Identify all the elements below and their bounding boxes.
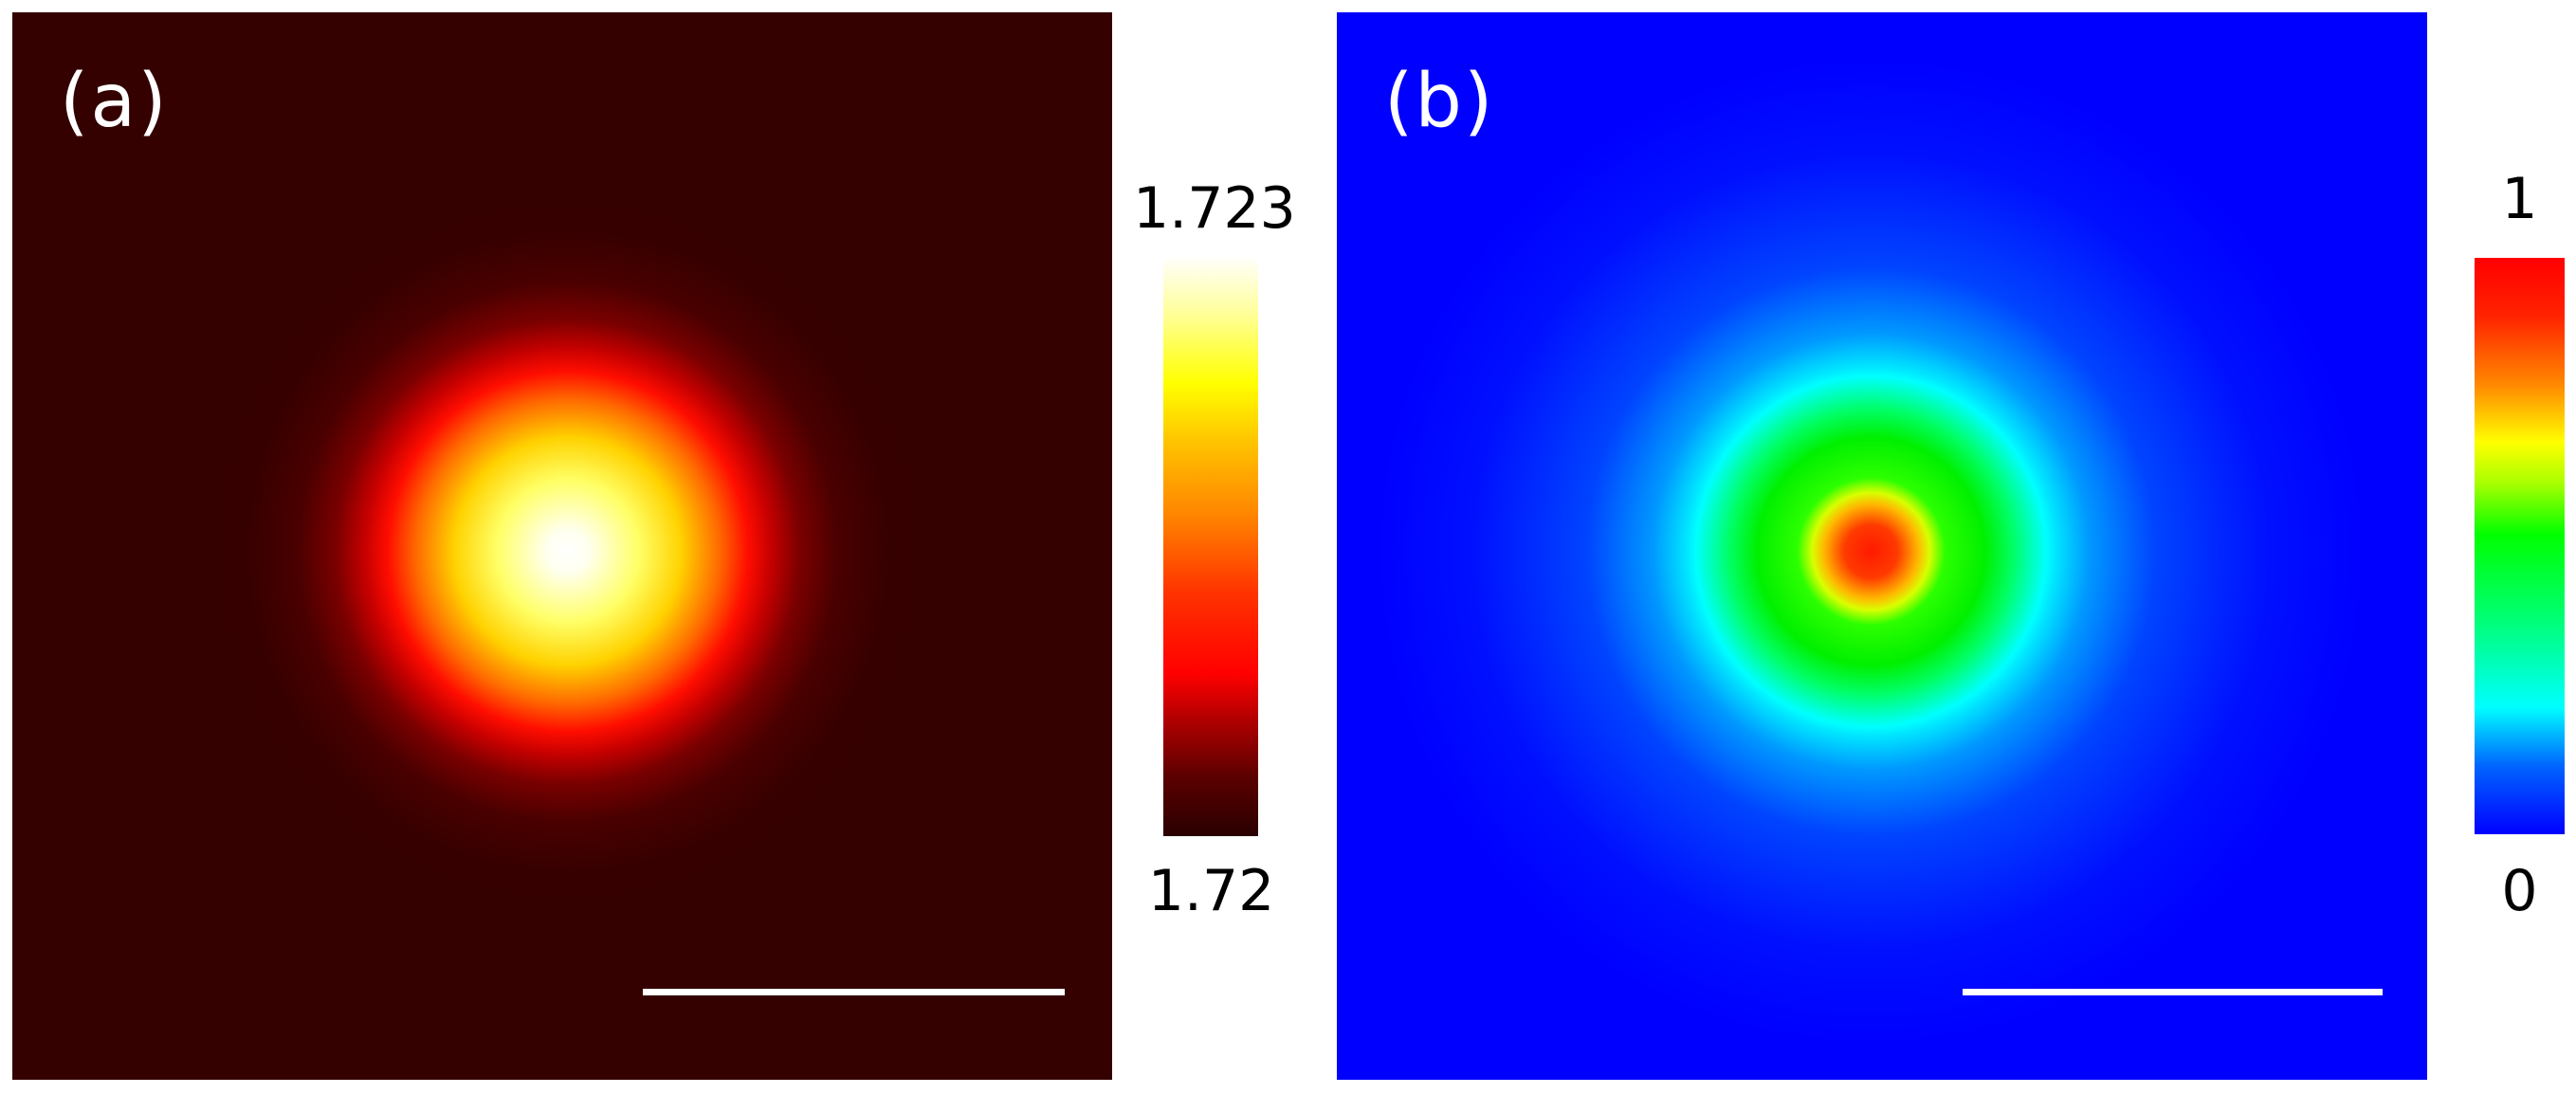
- colorbar-b-max-label: 1: [2501, 166, 2538, 232]
- heatmap-panel-a: (a): [12, 12, 1112, 1080]
- colorbar-a-max-label: 1.723: [1133, 175, 1296, 242]
- scale-bar-b: [1963, 989, 2383, 995]
- heatmap-panel-b: (b): [1337, 12, 2427, 1080]
- colorbar-a: [1163, 256, 1258, 836]
- panel-label-b: (b): [1384, 59, 1495, 144]
- colorbar-b: [2475, 258, 2565, 834]
- scale-bar-a: [643, 989, 1065, 995]
- colorbar-b-min-label: 0: [2501, 858, 2538, 924]
- panel-label-a: (a): [60, 59, 169, 144]
- colorbar-a-min-label: 1.72: [1147, 858, 1275, 924]
